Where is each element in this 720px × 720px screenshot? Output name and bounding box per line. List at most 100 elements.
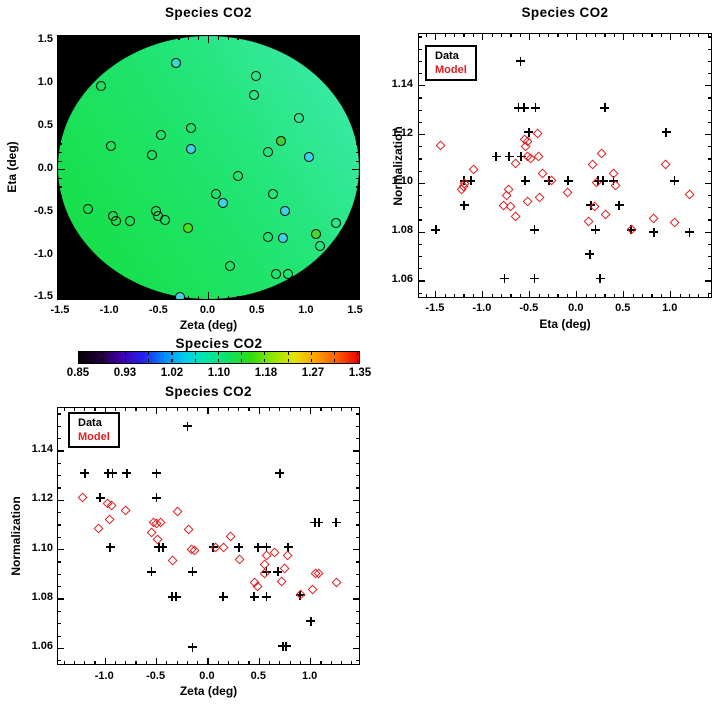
tick-mark [178,36,180,40]
tick-mark [355,289,359,291]
tick-mark [158,292,160,299]
tick-mark [58,40,65,42]
data-point-plus [208,542,218,552]
tick-mark [58,49,62,51]
tick-mark [491,34,493,37]
y-tick-label: 1.12 [31,492,53,505]
tick-mark [705,231,711,233]
data-point-plus [253,542,263,552]
tick-mark [356,660,359,662]
tick-mark [58,254,65,257]
tick-mark [247,36,249,40]
tick-mark [419,280,425,282]
tick-mark [58,536,61,538]
colorbar-tick-label: 0.85 [66,367,90,379]
tick-mark [454,34,456,37]
tick-mark [99,295,101,299]
tick-mark [355,246,359,248]
tick-mark [58,272,62,274]
tick-mark [708,72,711,75]
tick-mark [188,36,190,40]
colorbar-tick [78,352,80,355]
model-point-diamond [533,151,544,162]
tick-mark [276,295,278,299]
colorbar-tick [148,352,150,355]
colorbar-tick [148,358,150,362]
data-point-plus [598,176,608,186]
tick-mark [594,34,597,37]
y-tick-label: 1.0 [37,76,53,89]
star-circle-marker [248,90,259,101]
tick-mark [94,408,96,411]
tick-mark [351,661,353,664]
tick-mark [63,408,65,411]
tick-mark [356,536,359,538]
tick-mark [248,408,250,411]
tick-mark [419,292,422,294]
model-point-diamond [505,201,517,212]
colorbar-tick [217,352,219,355]
tick-mark [356,610,359,613]
tick-mark [538,34,540,37]
tick-mark [58,212,65,214]
tick-mark [296,295,298,299]
tick-mark [148,36,151,40]
tick-mark [707,294,709,297]
data-point-plus [295,590,305,600]
colorbar-title: Species CO2 [175,336,263,351]
colorbar-tick [194,358,196,362]
colorbar-tick [78,358,80,362]
eta-plot-legend: Data Model [425,45,477,81]
tick-mark [299,408,301,411]
y-tick-label: 1.14 [391,77,413,90]
data-point-plus [520,176,530,186]
tick-mark [268,661,271,664]
tick-mark [58,177,62,179]
star-circle-marker [271,269,282,280]
tick-mark [58,66,62,68]
data-point-plus [152,493,162,503]
tick-mark [135,661,137,664]
tick-mark [58,289,62,291]
x-tick-label: 0.0 [568,302,584,314]
x-tick-label: 0.5 [250,670,266,682]
colorbar [78,351,360,364]
tick-mark [463,294,465,297]
tick-mark [352,83,359,85]
tick-mark [268,408,271,411]
model-point-diamond [587,159,598,170]
tick-mark [708,194,711,197]
data-point-plus [188,642,198,652]
data-point-plus [649,227,659,237]
data-point-plus [152,468,162,478]
tick-mark [330,661,332,664]
tick-mark [355,292,357,299]
tick-mark [708,158,711,160]
tick-mark [708,146,711,148]
colorbar-tick [310,358,312,362]
tick-mark [345,36,347,40]
tick-mark [58,169,65,171]
data-point-plus [516,151,526,161]
tick-mark [472,294,475,297]
colorbar-tick [264,358,266,362]
data-point-plus [563,176,573,186]
tick-mark [58,160,62,162]
tick-mark [238,408,240,411]
tick-mark [58,635,61,637]
tick-mark [310,658,312,664]
tick-mark [70,295,72,299]
zeta-plot-legend: Data Model [68,412,120,448]
tick-mark [353,598,359,600]
tick-mark [310,408,312,414]
tick-mark [73,408,76,411]
tick-mark [58,109,62,111]
tick-mark [58,100,62,102]
y-tick-label: 1.08 [391,224,413,237]
tick-mark [708,97,711,99]
tick-mark [482,34,484,40]
tick-mark [352,40,359,42]
star-circle-marker [250,71,261,82]
x-tick-label: 1.0 [302,670,318,682]
tick-mark [70,36,72,40]
